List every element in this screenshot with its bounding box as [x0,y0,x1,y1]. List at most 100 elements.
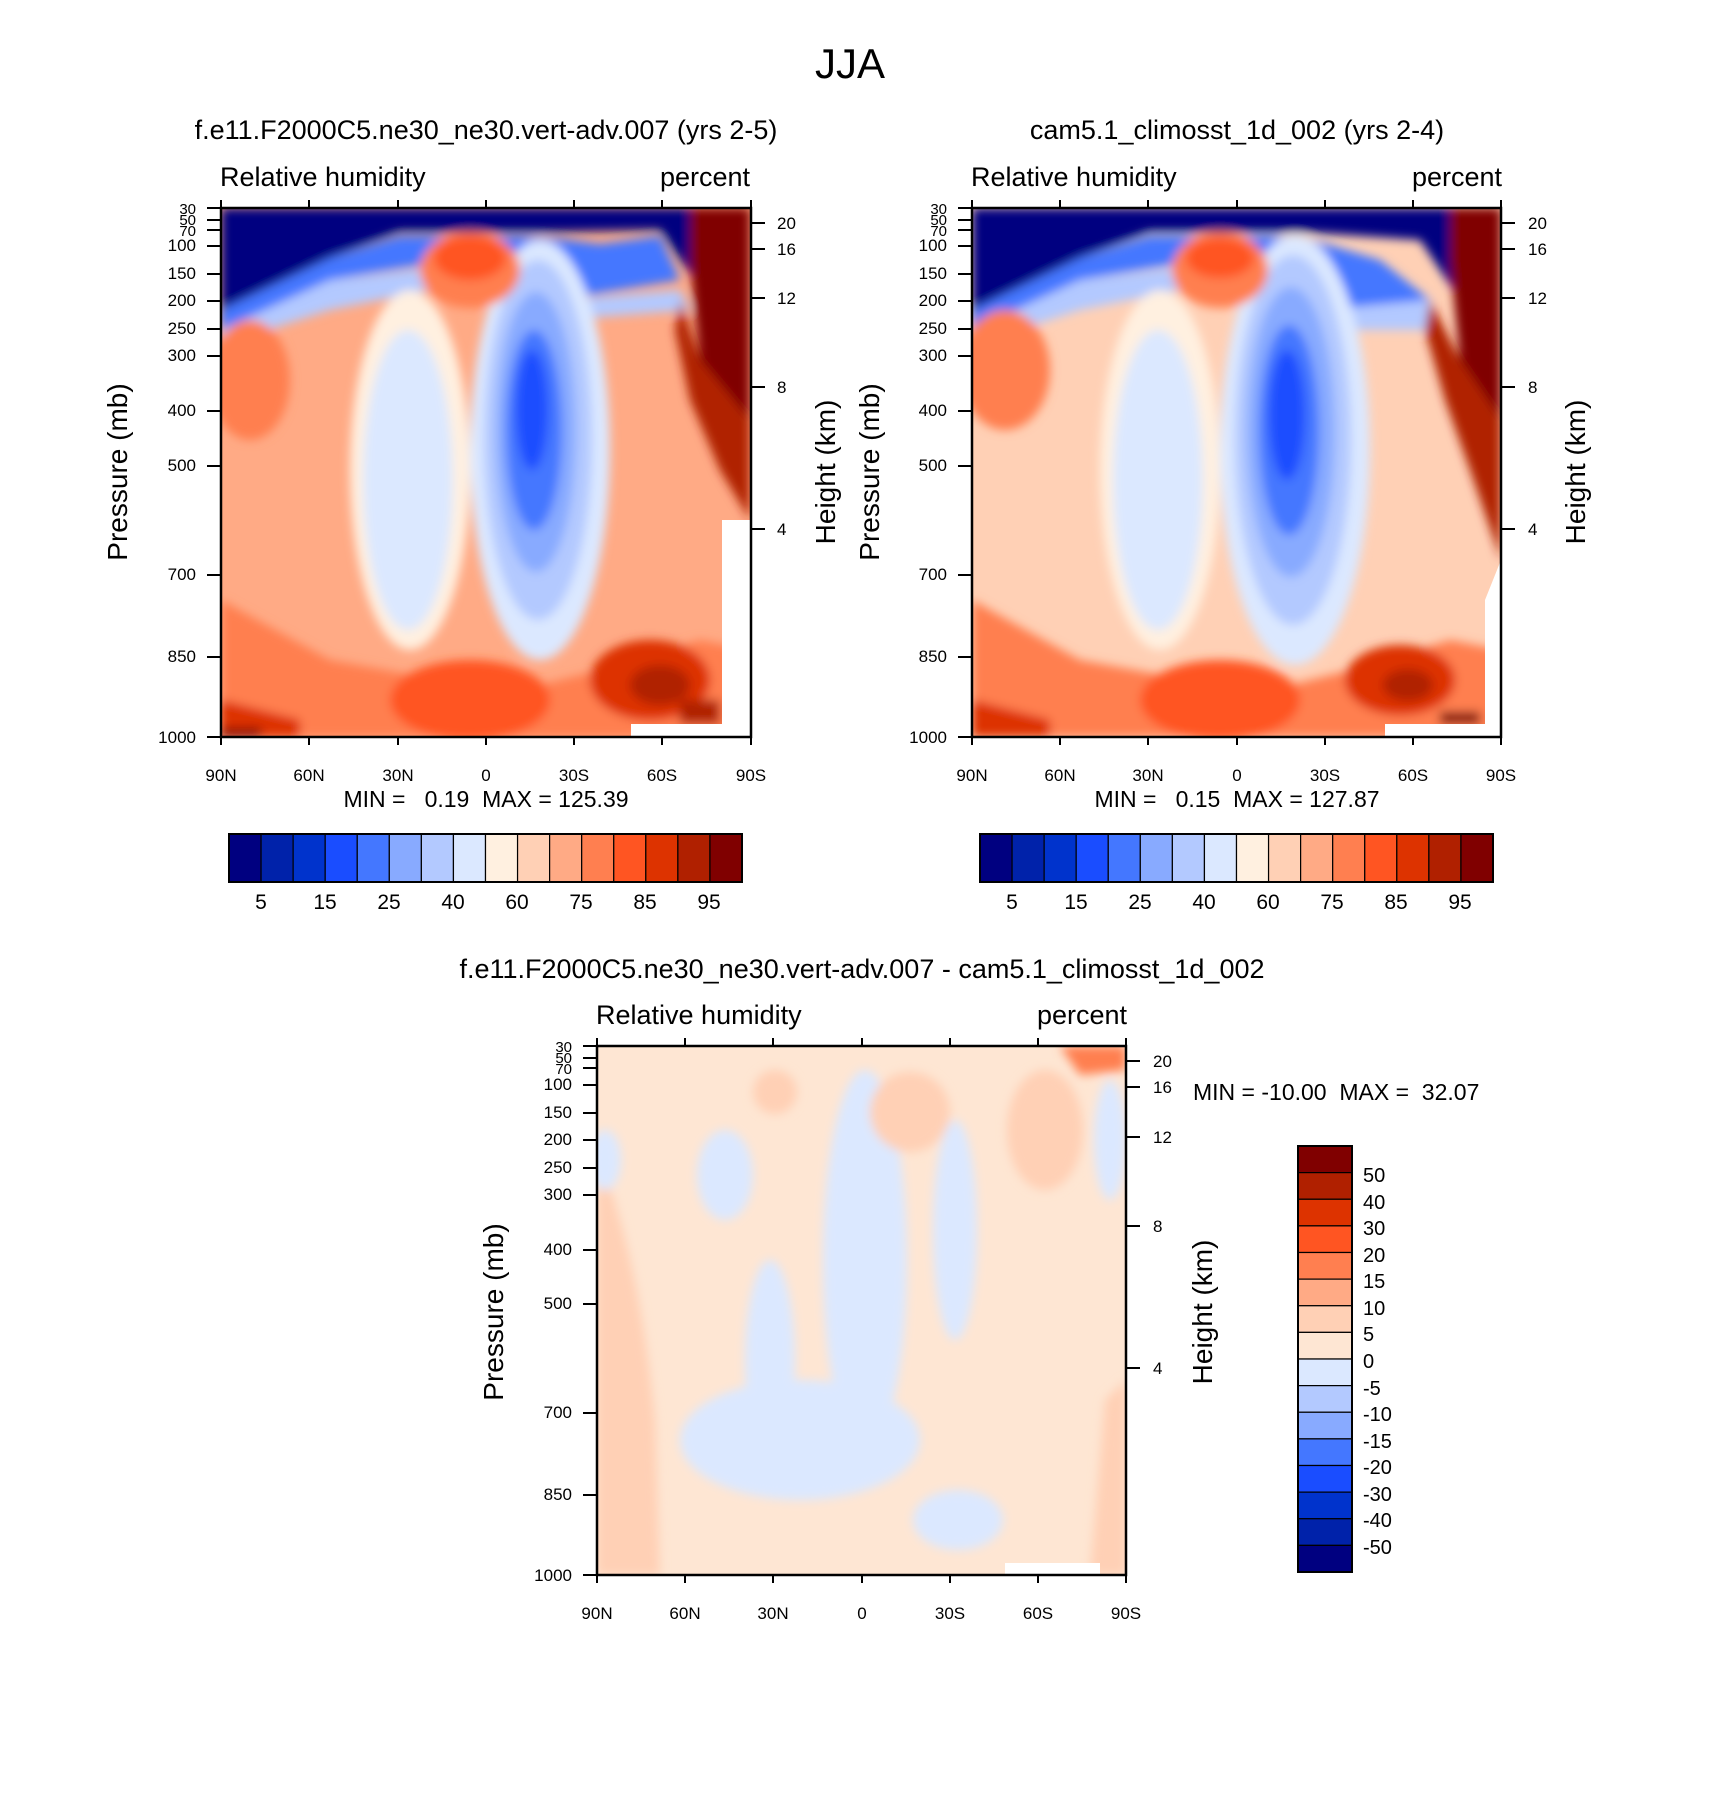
ytick: 70 [179,223,196,240]
colorbar-frame [1297,1145,1353,1573]
ytick: 850 [919,647,947,666]
panel-2-left-label: Relative humidity [971,162,1177,192]
colorbar-swatch [1300,833,1334,883]
panel-3-stats: MIN = -10.00 MAX = 32.07 [1193,1079,1479,1105]
colorbar-swatch [1297,1385,1353,1413]
ytick: 850 [168,647,196,666]
colorbar-swatch [613,833,647,883]
colorbar-label: 5 [255,891,267,914]
ytick: 400 [919,401,947,420]
ytick-right: 8 [1528,378,1537,397]
xtick: 60N [669,1604,700,1623]
panel-1-colorbar: 5 15 25 40 60 75 85 95 [228,833,743,914]
colorbar-label: 40 [1363,1192,1385,1214]
ytick: 700 [168,565,196,584]
panel-2-y-right-axis: 20 16 12 8 4 [1501,214,1547,539]
ytick-right: 4 [1153,1359,1162,1378]
colorbar-swatch [1297,1438,1353,1467]
ytick: 50 [555,1050,572,1067]
ytick: 300 [544,1185,572,1204]
colorbar-swatch [1396,833,1430,883]
panel-3-right-label: percent [1037,1000,1128,1030]
ytick-right: 12 [777,289,796,308]
colorbar-swatch [1107,833,1141,883]
ytick-right: 12 [1528,289,1547,308]
colorbar-label: 75 [569,891,592,914]
colorbar-swatch [677,833,711,883]
ytick: 150 [168,264,196,283]
colorbar-swatch [1297,1518,1353,1546]
colorbar-frame [979,833,1494,883]
ytick-right: 4 [777,520,786,539]
ytick: 150 [919,264,947,283]
colorbar-label: -20 [1363,1457,1392,1479]
colorbar-label: -15 [1363,1431,1392,1453]
ytick-right: 20 [1528,214,1547,233]
colorbar-swatch [1171,833,1206,883]
ytick: 500 [919,456,947,475]
ytick: 30 [179,201,196,218]
ytick: 1000 [158,728,196,747]
panel-1: f.e11.F2000C5.ne30_ne30.vert-adv.007 (yr… [102,115,841,914]
colorbar-swatch [581,833,615,883]
colorbar-swatch [1297,1491,1353,1520]
panel-3-y-axis: 30 50 70 100 150 200 250 300 400 500 700… [534,1039,597,1585]
colorbar-label: -50 [1363,1537,1392,1559]
colorbar-label: 75 [1320,891,1343,914]
ytick-right: 12 [1153,1128,1172,1147]
colorbar-swatch [1235,833,1270,883]
colorbar-label: 50 [1363,1165,1385,1187]
ytick-right: 8 [1153,1217,1162,1236]
colorbar-swatch [1297,1278,1353,1307]
colorbar-swatch [420,833,455,883]
ytick: 300 [919,346,947,365]
colorbar-swatch [292,833,326,883]
xtick: 60S [647,766,677,785]
xtick: 0 [481,766,490,785]
ytick-right: 8 [777,378,786,397]
ytick: 700 [544,1403,572,1422]
ytick: 400 [168,401,196,420]
panel-3-title: f.e11.F2000C5.ne30_ne30.vert-adv.007 - c… [459,954,1264,984]
ytick: 200 [919,291,947,310]
ytick: 100 [544,1075,572,1094]
panel-2-y-axis: 30 50 70 100 150 200 250 300 400 500 700… [909,201,972,747]
colorbar-swatch [1297,1305,1353,1333]
colorbar-label: 15 [1064,891,1087,914]
colorbar-swatch [1139,833,1173,883]
xtick: 90S [1486,766,1516,785]
colorbar-label: 95 [1448,891,1471,914]
panel-2-colorbar: 5 15 25 40 60 75 85 95 [979,833,1494,914]
panel-1-y-right-axis: 20 16 12 8 4 [751,214,796,539]
xtick: 90S [1111,1604,1141,1623]
colorbar-label: 0 [1363,1351,1374,1373]
ytick: 500 [168,456,196,475]
ytick: 70 [555,1061,572,1078]
colorbar-swatch [484,833,519,883]
colorbar-swatch [1075,833,1109,883]
ytick: 200 [168,291,196,310]
colorbar-swatch [1332,833,1366,883]
xtick: 0 [1232,766,1241,785]
panel-2-ylabel: Pressure (mb) [854,383,885,560]
xtick: 60S [1398,766,1428,785]
panel-1-y-axis: 30 50 70 100 150 200 250 300 400 500 700… [158,201,221,747]
colorbar-swatch [356,833,390,883]
panel-3-field [597,1046,1126,1575]
ytick: 100 [919,236,947,255]
ytick-right: 20 [1153,1052,1172,1071]
colorbar-swatch [1297,1331,1353,1360]
colorbar-label: 5 [1363,1324,1374,1346]
ytick: 1000 [909,728,947,747]
colorbar-swatch [979,833,1013,883]
xtick: 30N [757,1604,788,1623]
colorbar-swatch [1297,1198,1353,1227]
colorbar-label: 60 [505,891,528,914]
ytick: 1000 [534,1566,572,1585]
colorbar-swatch [1297,1411,1353,1440]
panel-3-y-right-axis: 20 16 12 8 4 [1126,1052,1172,1378]
panel-2-right-label: percent [1412,162,1503,192]
colorbar-swatch [1011,833,1045,883]
ytick-right: 16 [777,240,796,259]
colorbar-label: 5 [1006,891,1018,914]
